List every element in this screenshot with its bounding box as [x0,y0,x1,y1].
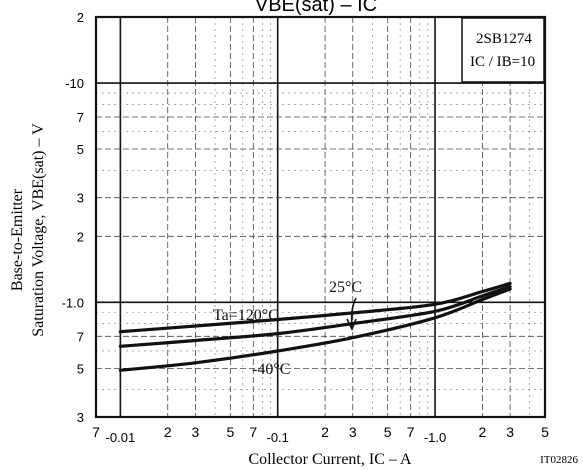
y-tick-label: 2 [77,229,84,244]
device-info-box: 2SB1274 IC / IB=10 [461,17,545,83]
x-tick-label: 2 [164,424,172,440]
x-tick-label: 7 [249,424,257,440]
series-25c-pointer [350,297,357,328]
y-tick-label: 3 [77,410,84,425]
y-axis-label-line2: Saturation Voltage, VBE(sat) – V [30,123,47,337]
condition-label: IC / IB=10 [470,54,535,70]
y-tick-label: 3 [77,191,84,206]
x-tick-label: -0.01 [106,430,136,445]
x-tick-label: 3 [192,424,200,440]
x-tick-labels: 7 -0.01 2 3 5 7 -0.1 2 3 5 7 -1.0 2 3 5 [92,424,549,445]
y-tick-label: -1.0 [62,295,84,310]
x-tick-label: -1.0 [424,430,446,445]
series-lines [118,281,512,372]
series-label-minus40c: -40°C [252,361,290,378]
x-tick-label: 7 [407,424,415,440]
figure-code: IT02826 [540,454,578,466]
x-tick-label: 2 [321,424,329,440]
x-tick-label: 7 [92,424,100,440]
plot-frame [94,15,547,419]
device-info-frame [461,17,545,83]
x-tick-label: 5 [541,424,549,440]
series-25c-arrowhead [346,318,357,331]
y-tick-label: -10 [65,76,84,91]
x-tick-label: 2 [478,424,486,440]
x-tick-label: 5 [384,424,392,440]
y-tick-label: 5 [77,361,84,376]
chart-title: VBE(sat) – IC [255,0,377,16]
x-axis-label: Collector Current, IC – A [248,451,412,468]
series-minus40c-line [118,287,512,372]
x-tick-label: 3 [506,424,514,440]
y-tick-label: 7 [77,329,84,344]
series-label-120c: Ta=120°C [213,307,279,324]
grid [96,17,545,417]
y-tick-label: 5 [77,142,84,157]
x-tick-label: -0.1 [266,430,288,445]
y-tick-label: 2 [77,10,84,25]
device-name: 2SB1274 [476,31,532,47]
x-tick-label: 3 [349,424,357,440]
series-label-25c: 25°C [329,279,362,296]
series-25c-line [118,285,512,348]
y-axis-label-line1: Base-to-Emitter [9,188,26,291]
y-tick-labels: 3 5 7 -1.0 2 3 5 7 -10 2 [62,10,84,425]
y-tick-label: 7 [77,110,84,125]
x-tick-label: 5 [226,424,234,440]
